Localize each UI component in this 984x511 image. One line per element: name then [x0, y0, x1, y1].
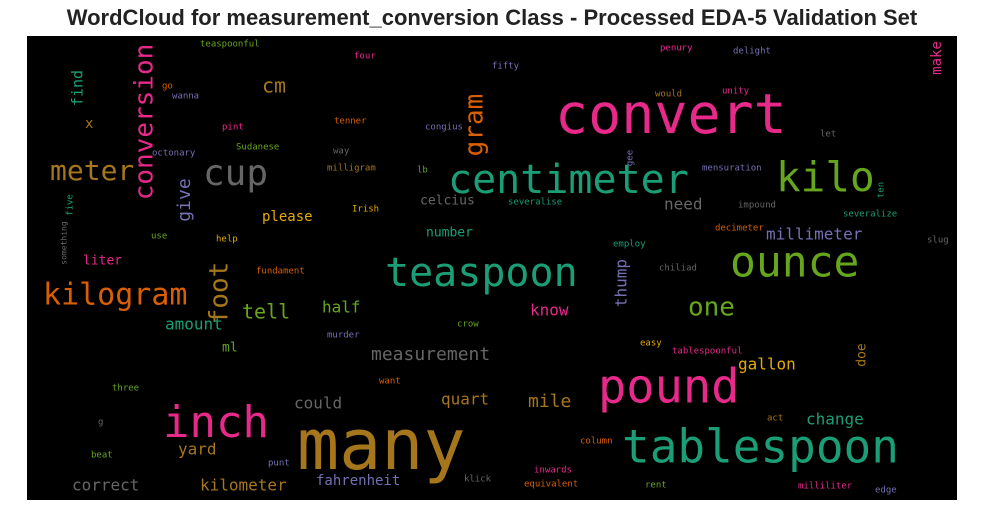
word: klick	[464, 475, 492, 485]
word: kilometer	[200, 476, 287, 495]
word: tablespoon	[622, 420, 899, 474]
word: Sudanese	[236, 143, 279, 153]
word: meter	[50, 154, 134, 187]
word: inwards	[534, 466, 572, 476]
word: impound	[738, 201, 776, 211]
word: half	[322, 298, 361, 317]
word: gee	[626, 150, 636, 166]
word: know	[530, 301, 569, 320]
word: need	[664, 195, 703, 214]
word: decimeter	[715, 224, 764, 234]
word: cup	[203, 153, 268, 194]
word: convert	[555, 82, 787, 146]
word: fahrenheit	[316, 473, 400, 489]
word: centimeter	[448, 157, 689, 203]
word: teaspoon	[385, 250, 578, 296]
word: employ	[613, 240, 646, 250]
word: equivalent	[524, 480, 578, 490]
word: column	[580, 437, 613, 447]
word: doe	[855, 343, 870, 367]
word: pint	[222, 123, 244, 133]
word: lb	[417, 166, 428, 176]
word: chiliad	[659, 264, 697, 274]
word: please	[262, 209, 313, 225]
word: ounce	[730, 238, 859, 288]
word: x	[85, 116, 93, 132]
word: give	[174, 178, 195, 221]
word: delight	[733, 47, 771, 57]
word: conversion	[130, 44, 160, 201]
word: octonary	[152, 149, 196, 159]
word: kilo	[776, 153, 875, 201]
word: quart	[441, 390, 489, 409]
word: five	[66, 194, 76, 216]
word: Irish	[352, 205, 379, 215]
word: ml	[222, 341, 238, 356]
word: celcius	[420, 194, 475, 209]
word: mensuration	[702, 164, 762, 174]
word: make	[929, 41, 945, 75]
word: g	[98, 418, 103, 428]
word: want	[379, 377, 401, 387]
word: ten	[877, 182, 887, 198]
word: tablespoonful	[672, 347, 742, 357]
word: murder	[327, 331, 360, 341]
word: gallon	[738, 355, 796, 374]
word: let	[820, 130, 836, 140]
word: gram	[460, 94, 490, 157]
word: measurement	[371, 344, 490, 365]
word: severalize	[843, 210, 897, 220]
word: something	[60, 221, 69, 265]
word: milliliter	[798, 482, 853, 492]
word: severalise	[508, 198, 562, 208]
word: use	[151, 232, 167, 242]
word: milligram	[327, 164, 376, 174]
word: teaspoonful	[200, 40, 260, 50]
word: penury	[660, 44, 693, 54]
word: wanna	[172, 92, 199, 102]
word: kilogram	[43, 278, 188, 313]
word: fifty	[492, 62, 520, 72]
word: unity	[722, 87, 750, 97]
word: slug	[927, 236, 949, 246]
word: beat	[91, 451, 113, 461]
word: many	[297, 404, 466, 486]
word: go	[162, 82, 173, 92]
word: fundament	[256, 267, 305, 277]
word: find	[69, 70, 87, 106]
word: four	[354, 52, 376, 62]
chart-title: WordCloud for measurement_conversion Cla…	[67, 5, 918, 30]
word: edge	[875, 486, 897, 496]
word: three	[112, 384, 139, 394]
word: crow	[457, 320, 479, 330]
word: pound	[598, 360, 739, 415]
word: liter	[83, 254, 122, 269]
word: tenner	[334, 117, 367, 127]
cloud-background	[27, 36, 957, 500]
word: act	[767, 414, 783, 424]
word: change	[806, 410, 864, 429]
word: thump	[612, 259, 631, 307]
word: correct	[72, 476, 139, 495]
word: number	[426, 226, 473, 241]
word: punt	[268, 459, 290, 469]
word: yard	[178, 440, 217, 459]
word: congius	[425, 123, 463, 133]
word: would	[655, 90, 682, 100]
word: rent	[645, 481, 667, 491]
word: could	[294, 394, 342, 413]
word: millimeter	[766, 225, 863, 244]
word: cm	[262, 74, 286, 98]
word: one	[688, 293, 735, 323]
word: inch	[163, 397, 269, 448]
word: way	[333, 147, 350, 157]
word: mile	[528, 391, 571, 412]
word: tell	[242, 300, 290, 324]
word: easy	[640, 339, 662, 349]
word: help	[216, 235, 238, 245]
word: amount	[165, 315, 223, 334]
word: foot	[205, 262, 235, 325]
